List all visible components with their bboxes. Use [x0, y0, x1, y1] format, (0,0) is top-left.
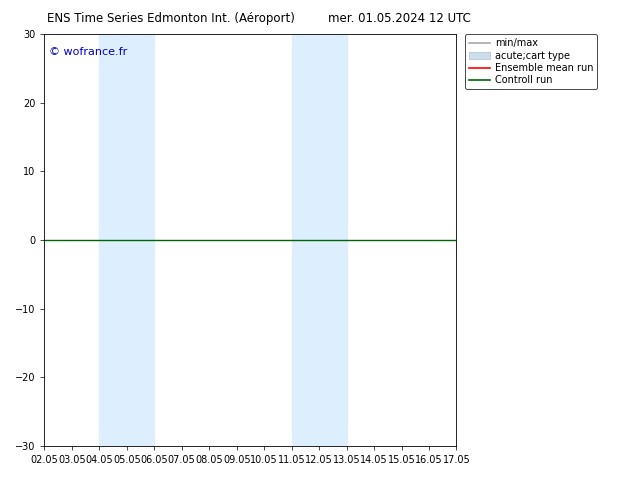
Text: © wofrance.fr: © wofrance.fr: [48, 47, 127, 57]
Bar: [100, 34, 154, 446]
Bar: [292, 34, 347, 446]
Legend: min/max, acute;cart type, Ensemble mean run, Controll run: min/max, acute;cart type, Ensemble mean …: [465, 34, 597, 89]
Text: mer. 01.05.2024 12 UTC: mer. 01.05.2024 12 UTC: [328, 12, 471, 25]
Text: ENS Time Series Edmonton Int. (Aéroport): ENS Time Series Edmonton Int. (Aéroport): [48, 12, 295, 25]
